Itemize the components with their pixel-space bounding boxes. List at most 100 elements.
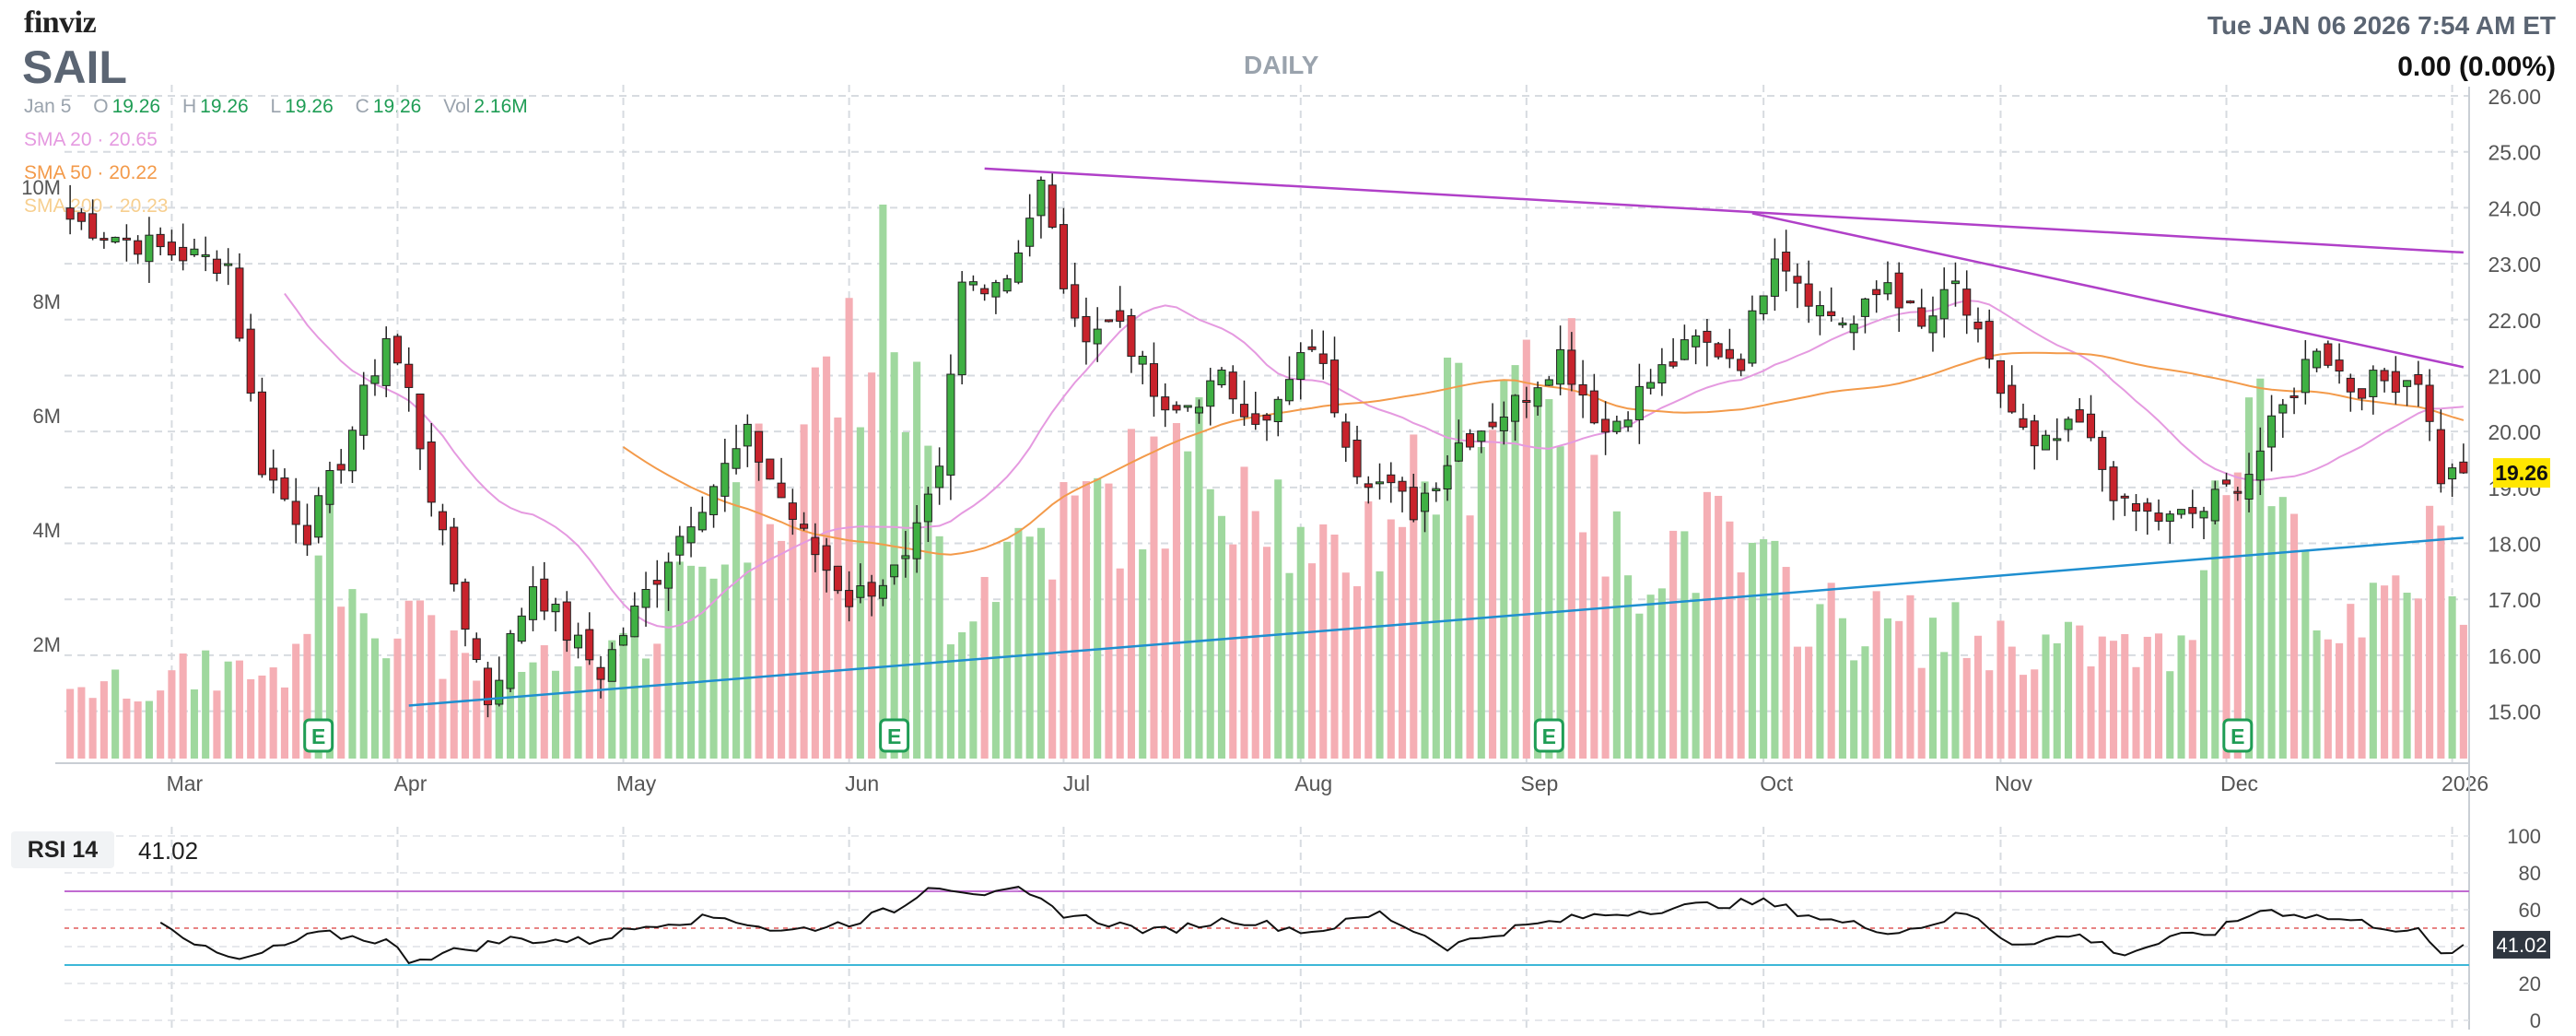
volume-bar [1262, 547, 1271, 759]
candle-body [845, 590, 854, 607]
volume-bar [1489, 430, 1497, 759]
candle-body [2324, 343, 2333, 366]
sma-20-legend[interactable]: SMA 20 · 20.65 [24, 129, 158, 150]
trendline-lower[interactable] [408, 536, 2464, 707]
volume-bar [1940, 652, 1949, 759]
candle-body [1725, 348, 1734, 359]
volume-bar [1003, 541, 1012, 759]
candle-body [766, 458, 775, 480]
candle-body [946, 373, 955, 476]
volume-bar [732, 482, 741, 759]
candle-body [2301, 359, 2310, 394]
volume-bar [924, 445, 932, 759]
volume-bar [1184, 451, 1192, 759]
last-price-label: 19.26 [2495, 461, 2548, 485]
volume-bar [1116, 568, 1124, 759]
volume-bar [1410, 434, 1418, 759]
earnings-marker[interactable]: E [879, 718, 910, 753]
volume-bar [359, 613, 368, 759]
earnings-marker[interactable]: E [303, 718, 334, 753]
candle-body [404, 363, 414, 388]
candle-body [1556, 348, 1565, 385]
sma-20-line [284, 292, 2464, 629]
volume-bar [145, 700, 153, 759]
earnings-marker-box [2222, 718, 2254, 753]
candle-body [76, 212, 86, 222]
candle-body [2448, 467, 2457, 480]
candle-body [1228, 371, 1237, 400]
volume-bar [551, 670, 560, 759]
volume-bar [168, 670, 176, 759]
time-tick-label: Jul [1063, 771, 1090, 795]
candle-body [347, 430, 357, 472]
volume-bar [2008, 646, 2016, 759]
volume-bar [2347, 604, 2355, 759]
volume-bar [879, 204, 887, 759]
volume-bar [1872, 591, 1880, 759]
candle-body [2244, 474, 2254, 500]
earnings-marker-label: E [2231, 724, 2244, 748]
finviz-logo[interactable]: finviz [24, 6, 97, 40]
price-tick-label: 20.00 [2488, 420, 2541, 444]
earnings-marker[interactable]: E [1533, 718, 1564, 753]
earnings-marker[interactable]: E [2222, 718, 2254, 753]
volume-bar [1036, 527, 1045, 759]
candle-body [1917, 307, 1926, 327]
volume-bar [1567, 318, 1575, 759]
volume-bar [66, 689, 75, 759]
time-tick-label: May [616, 771, 657, 795]
candle-body [359, 384, 369, 436]
candle-body [1748, 310, 1757, 364]
candle-body [697, 512, 707, 531]
candle-body [336, 464, 345, 471]
volume-bar [2313, 630, 2321, 759]
volume-bar [2358, 637, 2366, 759]
candle-body [2425, 384, 2434, 422]
candle-body [1849, 324, 1858, 334]
volume-bar [1296, 526, 1305, 759]
volume-bar [1150, 436, 1158, 759]
ohlc-low-value: 19.26 [285, 96, 334, 117]
candle-body [2098, 437, 2107, 470]
candle-body [1827, 311, 1836, 317]
volume-bar [1139, 549, 1147, 759]
rsi-indicator-label[interactable]: RSI 14 [11, 831, 114, 868]
sma-50-legend[interactable]: SMA 50 · 20.22 [24, 162, 158, 183]
candle-body [1488, 421, 1497, 428]
volume-bar [2031, 669, 2039, 759]
volume-bar [1251, 511, 1259, 759]
candle-body [1894, 272, 1903, 309]
volume-bar [755, 423, 763, 759]
candle-body [867, 582, 876, 597]
timeframe-label[interactable]: DAILY [1244, 51, 1319, 79]
trendline-upper-2[interactable] [1751, 212, 2465, 369]
candle-body [822, 545, 831, 571]
candle-body [1499, 416, 1508, 431]
candle-body [1612, 420, 1622, 432]
volume-bar [2188, 640, 2196, 759]
sma-200-legend[interactable]: SMA 200 · 20.23 [24, 195, 169, 217]
candle-body [1567, 349, 1576, 385]
earnings-marker-box [303, 718, 334, 753]
volume-bar [2132, 666, 2140, 759]
volume-bar [382, 658, 391, 759]
candle-body [1284, 379, 1294, 402]
candle-body [2064, 418, 2073, 430]
candle-body [1149, 363, 1159, 397]
volume-bar [111, 669, 120, 759]
candle-body [2233, 490, 2242, 494]
volume-bar [969, 621, 978, 759]
candle-body [1104, 319, 1113, 323]
candle-body [2414, 373, 2423, 385]
candle-body [2165, 513, 2174, 522]
ohlc-close-value: 19.26 [372, 96, 422, 117]
trendline-upper-1[interactable] [984, 167, 2464, 254]
candle-body [1296, 352, 1306, 380]
volume-bar [935, 536, 943, 759]
sma-50-label: SMA 50 [24, 162, 92, 183]
volume-bar [202, 650, 210, 759]
volume-bar [258, 675, 266, 759]
candle-body [392, 336, 403, 364]
candle-body [1996, 359, 2006, 394]
